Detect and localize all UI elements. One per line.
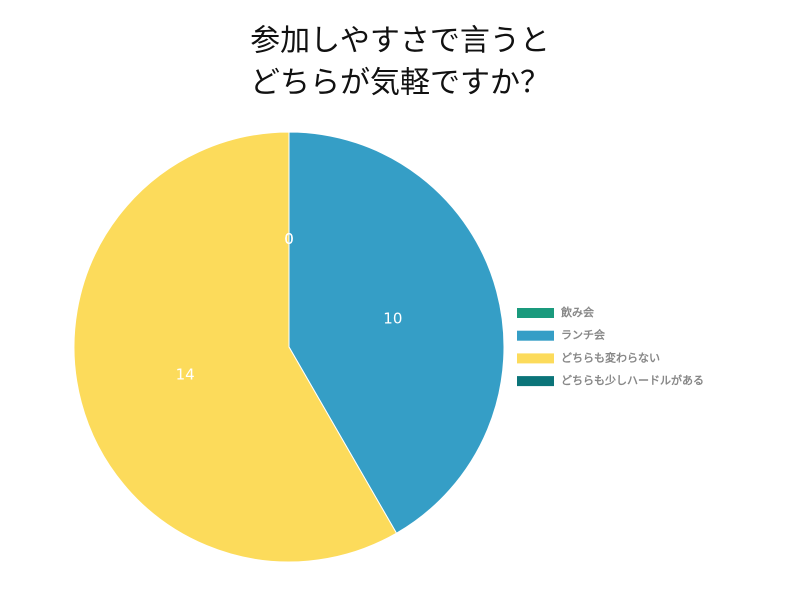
legend-swatch (517, 330, 554, 341)
legend-label: どちらも少しハードルがある (561, 373, 704, 387)
chart-title: 参加しやすさで言うと (250, 24, 550, 59)
pie-slice (73, 131, 398, 563)
legend-swatch (517, 353, 554, 364)
legend-label: どちらも変わらない (561, 350, 660, 364)
pie-slice (288, 131, 505, 534)
legend-label: 飲み会 (560, 305, 595, 319)
legend-swatch (517, 376, 554, 387)
legend-label: ランチ会 (561, 328, 606, 342)
slice-label: 14 (176, 365, 195, 383)
chart-title: どちらが気軽ですか？ (250, 66, 550, 101)
slice-label: 0 (284, 230, 294, 248)
slice-label: 0 (284, 230, 294, 248)
slice-label: 10 (383, 310, 402, 328)
legend-swatch (517, 308, 554, 318)
